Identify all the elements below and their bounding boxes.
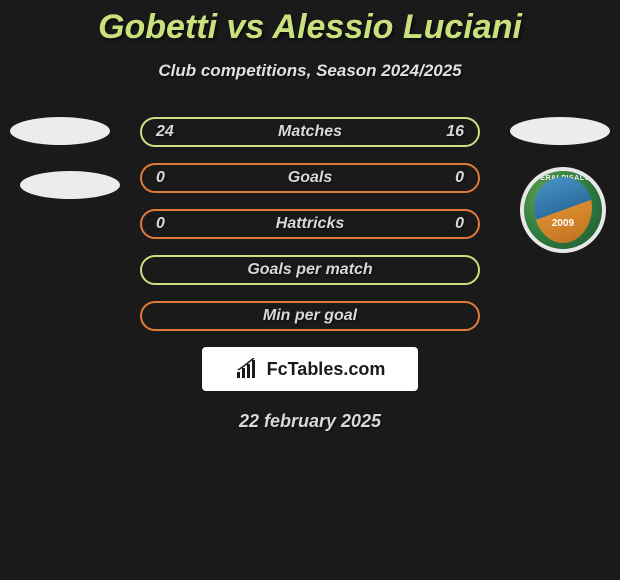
stat-right-value: 0 bbox=[455, 215, 464, 233]
club-crest: FERALPISALO 2009 bbox=[520, 167, 606, 253]
player2-oval bbox=[510, 117, 610, 145]
stat-left-value: 0 bbox=[156, 215, 165, 233]
stat-rows: 24 Matches 16 0 Goals 0 0 Hattricks 0 Go… bbox=[140, 117, 480, 331]
crest-year: 2009 bbox=[534, 218, 592, 229]
player1-oval-top bbox=[10, 117, 110, 145]
page-subtitle: Club competitions, Season 2024/2025 bbox=[0, 61, 620, 81]
logo-text: FcTables.com bbox=[267, 359, 386, 380]
stat-right-value: 0 bbox=[455, 169, 464, 187]
stat-label: Hattricks bbox=[276, 215, 344, 233]
stat-left-value: 24 bbox=[156, 123, 174, 141]
fctables-logo: FcTables.com bbox=[202, 347, 418, 391]
stat-right-value: 16 bbox=[446, 123, 464, 141]
content-area: FERALPISALO 2009 24 Matches 16 0 Goals 0… bbox=[0, 117, 620, 432]
stat-label: Min per goal bbox=[263, 307, 357, 325]
player1-oval-bottom bbox=[20, 171, 120, 199]
stat-row-min-per-goal: Min per goal bbox=[140, 301, 480, 331]
stat-label: Goals per match bbox=[247, 261, 372, 279]
crest-shield: 2009 bbox=[534, 177, 592, 243]
stat-row-goals-per-match: Goals per match bbox=[140, 255, 480, 285]
stat-row-matches: 24 Matches 16 bbox=[140, 117, 480, 147]
stat-label: Matches bbox=[278, 123, 342, 141]
page-title: Gobetti vs Alessio Luciani bbox=[0, 0, 620, 47]
stat-row-hattricks: 0 Hattricks 0 bbox=[140, 209, 480, 239]
stat-label: Goals bbox=[288, 169, 332, 187]
date-text: 22 february 2025 bbox=[0, 411, 620, 432]
stat-left-value: 0 bbox=[156, 169, 165, 187]
chart-icon bbox=[235, 358, 261, 380]
stat-row-goals: 0 Goals 0 bbox=[140, 163, 480, 193]
